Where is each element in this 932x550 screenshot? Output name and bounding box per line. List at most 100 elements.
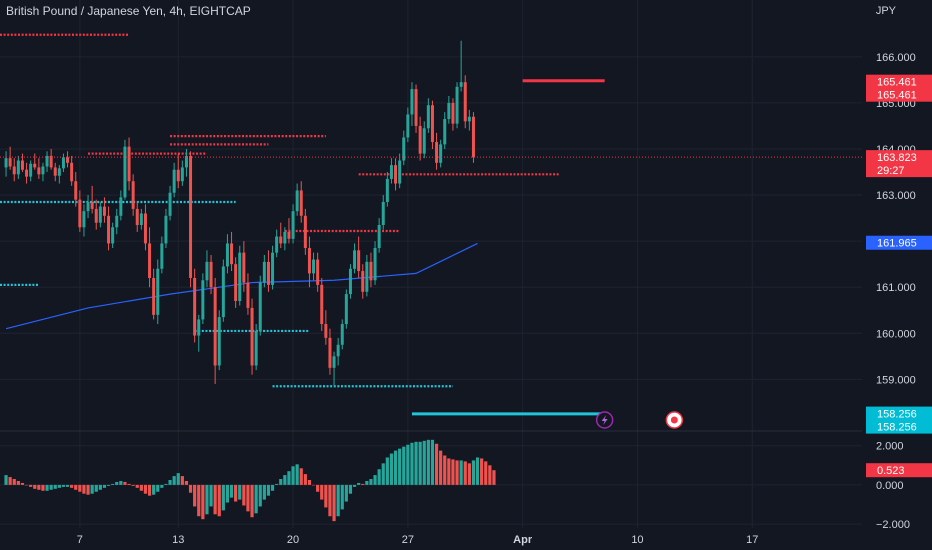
candle-body bbox=[414, 89, 418, 126]
candle bbox=[279, 222, 283, 249]
candle bbox=[340, 319, 344, 350]
candle-body bbox=[357, 250, 361, 272]
histogram-bar bbox=[123, 481, 127, 485]
candle bbox=[365, 254, 369, 297]
price-badge-text: 158.256 bbox=[877, 422, 917, 434]
candle-body bbox=[459, 82, 463, 87]
histogram-bar bbox=[184, 480, 189, 485]
candle-body bbox=[115, 215, 119, 228]
candle-body bbox=[373, 248, 377, 281]
histogram-bar bbox=[197, 484, 201, 517]
histogram-bar bbox=[168, 480, 172, 485]
candle-body bbox=[348, 268, 352, 295]
price-tick-label: 163.000 bbox=[876, 190, 916, 202]
candle-body bbox=[90, 201, 94, 209]
candle bbox=[184, 148, 188, 177]
histogram-bar bbox=[324, 484, 328, 508]
candle bbox=[193, 268, 197, 343]
histogram-bar bbox=[393, 450, 398, 485]
candle-body bbox=[402, 137, 406, 161]
osc-value-badge-bg bbox=[866, 463, 932, 478]
candle bbox=[266, 250, 270, 292]
candle-body bbox=[98, 206, 102, 223]
price-axis[interactable]: 166.000165.000164.000163.000161.000160.0… bbox=[876, 52, 916, 531]
candle-body bbox=[238, 252, 242, 302]
price-badge-bg bbox=[866, 74, 932, 102]
histogram-bar bbox=[24, 484, 29, 486]
candle bbox=[127, 137, 131, 191]
histogram-bar bbox=[135, 484, 139, 488]
event-markers[interactable] bbox=[595, 411, 684, 429]
histogram-bar bbox=[41, 484, 45, 491]
histogram-bar bbox=[111, 483, 115, 485]
candle-body bbox=[230, 243, 234, 265]
candle-body bbox=[37, 167, 41, 175]
candle bbox=[394, 158, 398, 191]
candle-body bbox=[70, 162, 74, 182]
candle bbox=[164, 208, 168, 249]
candle-body bbox=[234, 264, 238, 302]
candle bbox=[410, 82, 414, 126]
candle bbox=[332, 351, 336, 387]
candle bbox=[25, 162, 29, 184]
candle bbox=[197, 314, 201, 352]
record-icon[interactable] bbox=[665, 411, 684, 429]
candle-body bbox=[422, 128, 426, 154]
candle-body bbox=[57, 168, 61, 176]
histogram-bar bbox=[160, 484, 164, 488]
candle-body bbox=[20, 160, 24, 170]
time-axis[interactable]: 7 13 20 27 Apr 10 17 bbox=[77, 534, 759, 546]
candle bbox=[385, 172, 389, 207]
candle-body bbox=[389, 165, 393, 179]
price-badge-bg bbox=[866, 235, 932, 250]
histogram-bar bbox=[205, 484, 209, 515]
candle bbox=[152, 268, 156, 320]
histogram-bar bbox=[86, 484, 90, 495]
candle bbox=[361, 264, 365, 299]
candle bbox=[160, 236, 164, 274]
candle-body bbox=[398, 160, 402, 184]
candle bbox=[336, 337, 340, 366]
histogram-bar bbox=[434, 443, 439, 485]
candle bbox=[242, 241, 246, 292]
histogram-bar bbox=[229, 484, 234, 498]
candle-body bbox=[250, 307, 254, 366]
candle bbox=[283, 227, 287, 251]
lightning-icon[interactable] bbox=[595, 411, 614, 429]
candle-body bbox=[29, 163, 33, 177]
candle-body bbox=[340, 324, 344, 345]
candle-body bbox=[74, 181, 78, 200]
histogram-bar bbox=[361, 483, 365, 485]
candle-body bbox=[451, 102, 455, 124]
histogram-bar bbox=[311, 484, 316, 486]
time-tick-label: 13 bbox=[172, 534, 184, 546]
candle bbox=[254, 324, 258, 371]
grid bbox=[0, 0, 862, 528]
histogram-bar bbox=[119, 480, 123, 485]
candle-body bbox=[193, 277, 197, 336]
candle bbox=[82, 204, 86, 237]
histogram-bar bbox=[225, 484, 230, 503]
histogram-bar bbox=[344, 484, 348, 502]
histogram-bar bbox=[106, 484, 111, 486]
price-badge-bg bbox=[866, 406, 932, 434]
price-badge-text: 165.461 bbox=[877, 77, 917, 89]
candle bbox=[299, 181, 303, 223]
osc-tick-label: 0.000 bbox=[876, 480, 904, 492]
candle bbox=[447, 96, 451, 124]
candle-body bbox=[131, 181, 135, 209]
histogram-bar bbox=[455, 460, 459, 485]
candle bbox=[312, 252, 316, 281]
candle-body bbox=[377, 225, 381, 249]
candles[interactable] bbox=[4, 40, 475, 387]
candle bbox=[320, 277, 324, 331]
histogram-bar bbox=[70, 484, 74, 488]
candle bbox=[357, 236, 361, 278]
candle bbox=[348, 264, 352, 299]
candle bbox=[90, 185, 94, 214]
histogram-bar bbox=[332, 484, 336, 522]
histogram-bar bbox=[209, 484, 213, 507]
price-badge-text: 163.823 bbox=[877, 152, 917, 164]
time-tick-label: 17 bbox=[746, 534, 758, 546]
